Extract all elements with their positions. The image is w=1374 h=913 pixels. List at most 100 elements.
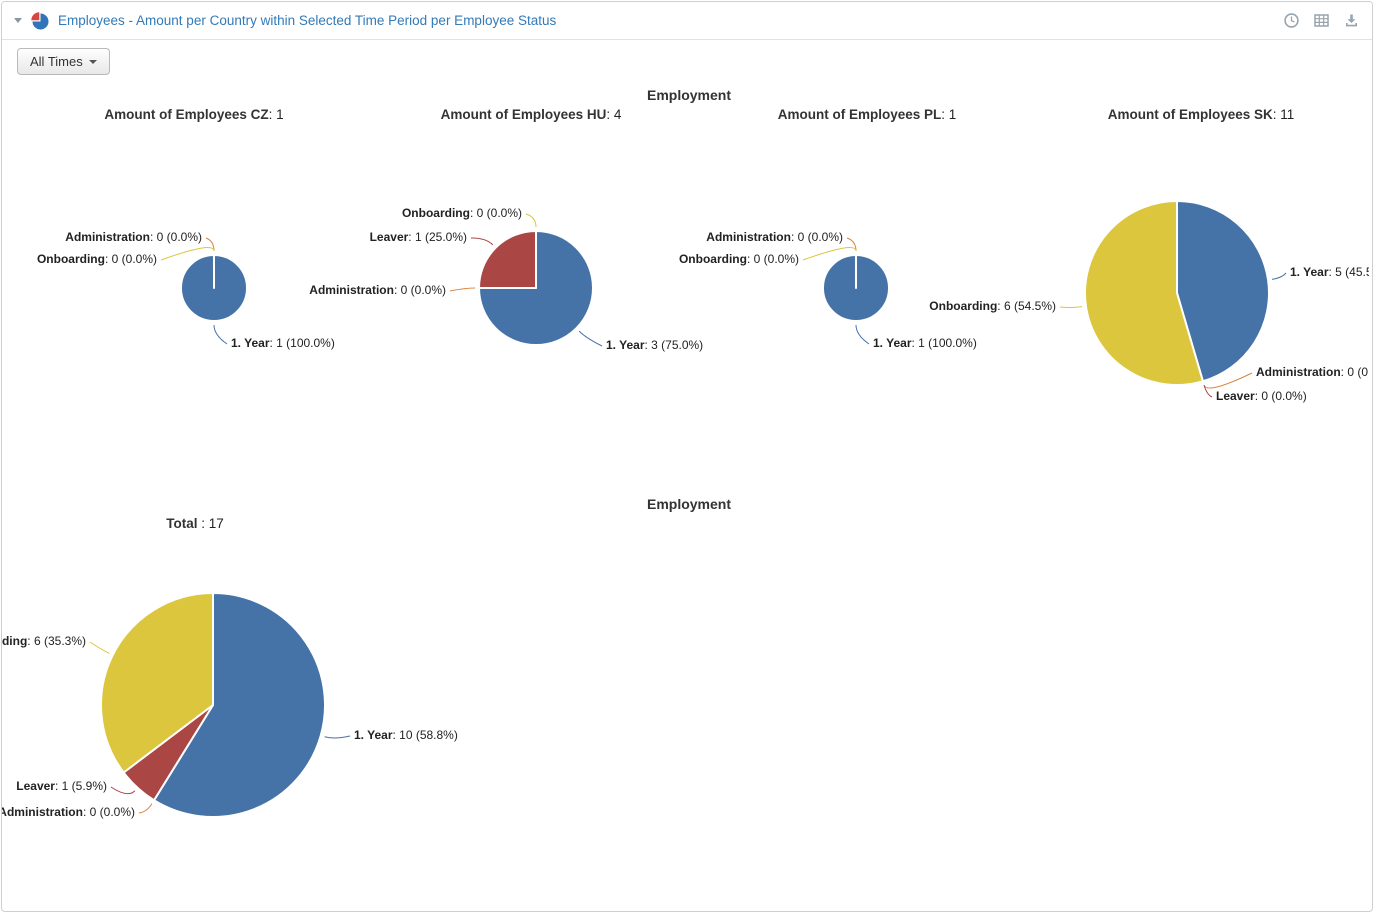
pie-slice-1-year[interactable] (153, 592, 327, 818)
pie-label-name: 1. Year (873, 336, 912, 350)
label-connector (160, 247, 215, 261)
pie-subtitle: Amount of Employees HU: 4 (441, 106, 622, 123)
chart-title: Employment (646, 87, 732, 103)
pie-label-value: : 0 (0.0%) (393, 283, 446, 297)
label-connector (525, 213, 537, 228)
pie-slice-1-year[interactable] (1176, 200, 1270, 383)
pie-label-name: Onboarding (401, 206, 470, 220)
pie-label-value: : 0 (0.0%) (104, 252, 157, 266)
caret-down-icon (88, 59, 97, 64)
download-icon[interactable] (1343, 12, 1360, 29)
pie-label-value: : 1 (25.0%) (408, 230, 467, 244)
widget-toolbar (1283, 12, 1360, 29)
label-connector (449, 287, 476, 292)
pie-label-name: Administration (309, 283, 394, 297)
pie-slice-onboarding[interactable] (1084, 200, 1204, 386)
label-connector (855, 324, 870, 345)
chart-title: Employment (646, 496, 732, 512)
label-connector (1271, 272, 1287, 280)
pie-label-name: Onboarding (678, 252, 747, 266)
pie-label: 1. Year: 1 (100.0%) (873, 336, 977, 351)
pie-subtitle-value: : 1 (268, 107, 284, 122)
pie-label: Onboarding: 0 (0.0%) (37, 252, 157, 267)
collapse-caret-icon[interactable] (14, 18, 22, 23)
pie-label: Administration: 0 (0.0%) (309, 283, 446, 298)
pie-slice-onboarding[interactable] (100, 592, 214, 774)
pie-subtitle-name: Total (166, 516, 198, 531)
pie-label-name: Leaver (16, 779, 55, 793)
pie-slice-1-year[interactable] (179, 254, 248, 322)
pie-label-name: Onboarding (36, 252, 105, 266)
pie-label-value: : 3 (75.0%) (644, 338, 704, 352)
label-connector (324, 735, 351, 739)
pie-subtitle-name: Amount of Employees SK (1107, 107, 1273, 122)
pie-label: 1. Year: 5 (45.5%) (1290, 265, 1369, 280)
pie-label-name: Administration (1256, 365, 1341, 379)
pie-label-name: 1. Year (606, 338, 645, 352)
pie-slice-1-year[interactable] (821, 254, 890, 322)
label-connector (213, 324, 228, 345)
pie-subtitle: Total : 17 (166, 515, 224, 532)
pie-subtitle-name: Amount of Employees HU (440, 107, 607, 122)
label-connector (802, 247, 857, 261)
pie-label: 1. Year: 10 (58.8%) (354, 728, 458, 743)
label-connector (1203, 384, 1213, 398)
label-connector (138, 803, 153, 814)
pie-label: Onboarding: 0 (0.0%) (402, 206, 522, 221)
pie-label-value: : 1 (100.0%) (911, 336, 977, 350)
pie-label-name: Leaver (1216, 389, 1255, 403)
pie-label: Administration: 0 (0.0%) (2, 805, 135, 820)
pie-label-name: 1. Year (1290, 265, 1329, 279)
pie-label-value: : 10 (58.8%) (392, 728, 458, 742)
pie-slice-1-year[interactable] (478, 230, 594, 346)
pie-label: Leaver: 1 (25.0%) (370, 230, 467, 245)
label-connector (470, 237, 494, 246)
pie-label-name: Onboarding (929, 299, 998, 313)
pie-label-name: Administration (706, 230, 791, 244)
label-connector (110, 786, 136, 795)
pie-subtitle: Amount of Employees SK: 11 (1108, 106, 1295, 123)
pie-label: Leaver: 1 (5.9%) (16, 779, 107, 794)
pie-label-name: 1. Year (231, 336, 270, 350)
pie-label: 1. Year: 1 (100.0%) (231, 336, 335, 351)
time-filter-button[interactable]: All Times (17, 48, 110, 75)
pie-label-value: : 6 (54.5%) (997, 299, 1056, 313)
pie-chart-icon (30, 11, 50, 31)
pie-label: Onboarding: 6 (54.5%) (929, 299, 1056, 314)
pie-subtitle-name: Amount of Employees CZ (104, 107, 269, 122)
pie-label: 1. Year: 3 (75.0%) (606, 338, 703, 353)
widget-title[interactable]: Employees - Amount per Country within Se… (58, 13, 557, 28)
pie-subtitle-value: : 4 (606, 107, 622, 122)
pie-label-value: : 0 (0.0%) (1254, 389, 1307, 403)
pie-label-value: : 0 (0.0%) (1340, 365, 1369, 379)
pie-label-value: : 1 (5.9%) (54, 779, 107, 793)
label-connector (578, 330, 603, 347)
pie-label-name: 1. Year (354, 728, 393, 742)
pie-subtitle-value: : 11 (1272, 107, 1295, 122)
time-filter-label: All Times (30, 54, 83, 69)
pie-label-value: : 0 (0.0%) (469, 206, 522, 220)
pie-label-name: Administration (2, 805, 83, 819)
pie-label-name: Administration (65, 230, 150, 244)
label-connector (1059, 306, 1083, 308)
label-connector (89, 641, 110, 654)
pie-label: Administration: 0 (0.0%) (1256, 365, 1369, 380)
pie-label-value: : 0 (0.0%) (82, 805, 135, 819)
pie-label: Administration: 0 (0.0%) (65, 230, 202, 245)
pie-subtitle: Amount of Employees CZ: 1 (104, 106, 283, 123)
clock-icon[interactable] (1283, 12, 1300, 29)
pie-label: Leaver: 0 (0.0%) (1216, 389, 1307, 404)
pie-label-value: : 1 (100.0%) (269, 336, 335, 350)
table-icon[interactable] (1313, 12, 1330, 29)
pie-label-name: Onboarding (2, 634, 28, 648)
pie-label-value: : 6 (35.3%) (27, 634, 86, 648)
pie-label-value: : 5 (45.5%) (1328, 265, 1369, 279)
pie-label-value: : 0 (0.0%) (790, 230, 843, 244)
pie-label: Administration: 0 (0.0%) (706, 230, 843, 245)
pie-slice-leaver[interactable] (478, 230, 537, 289)
pie-subtitle-value: : 1 (941, 107, 957, 122)
pie-label-value: : 0 (0.0%) (746, 252, 799, 266)
